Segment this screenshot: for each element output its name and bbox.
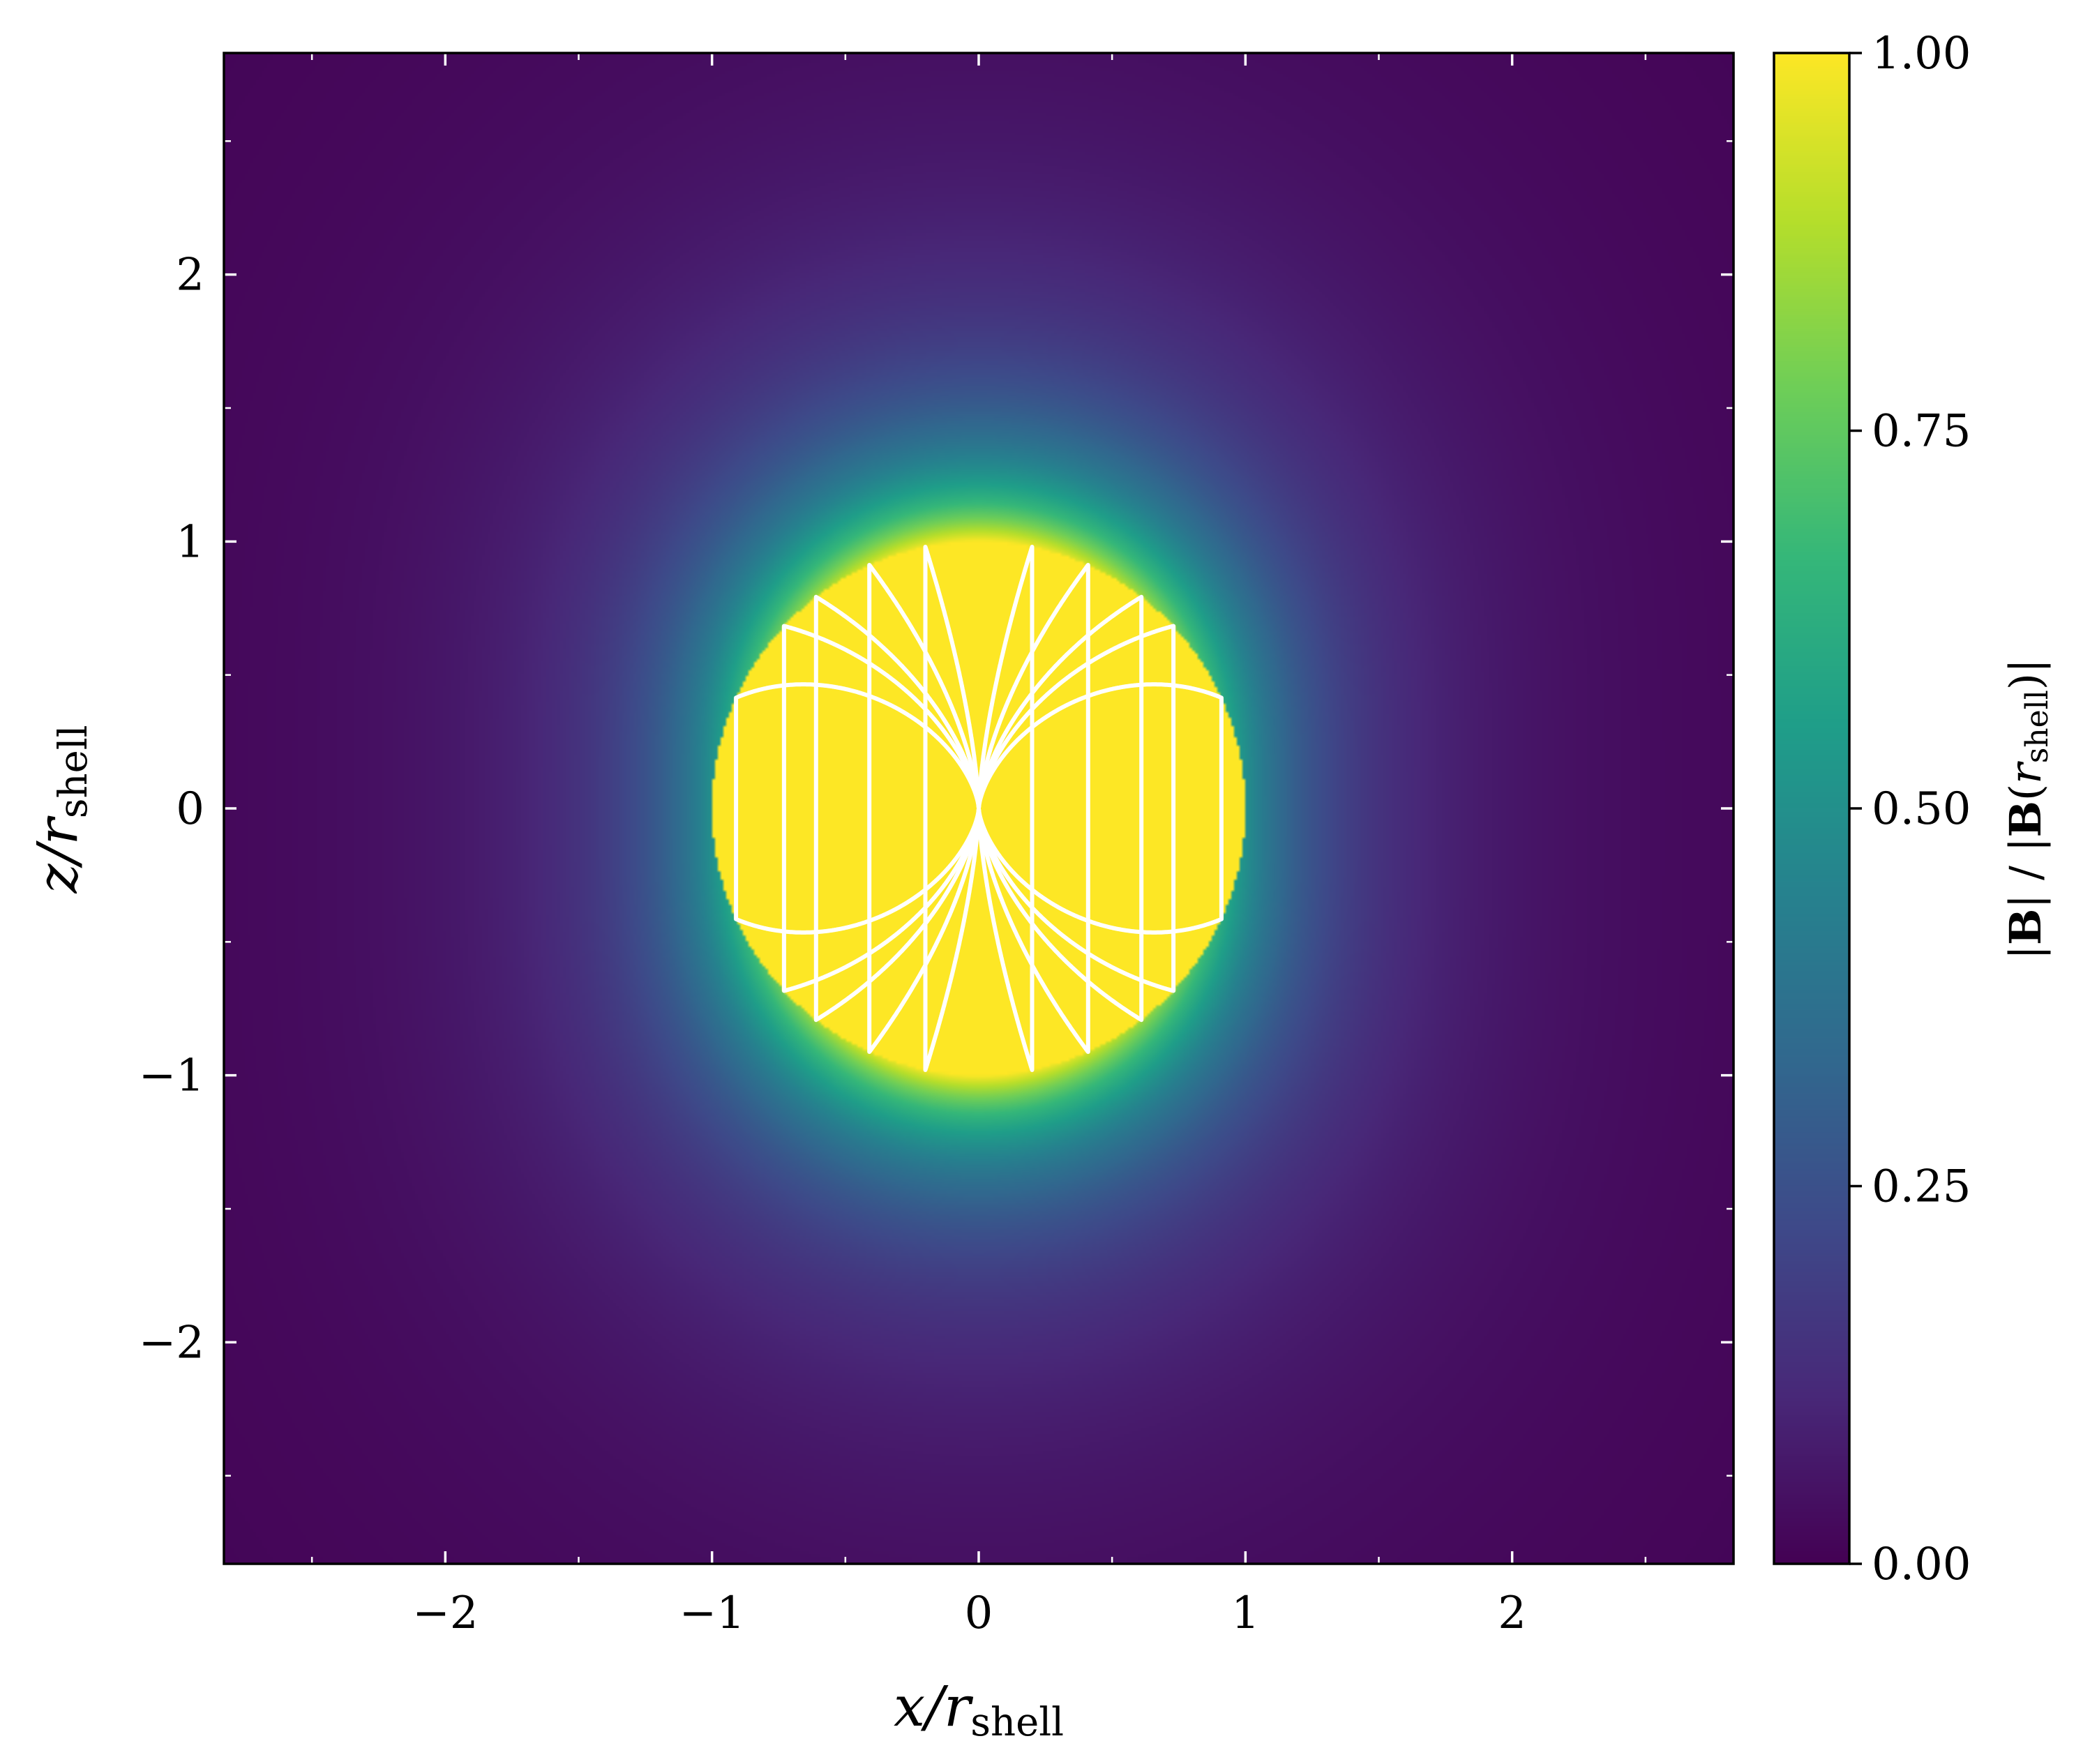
y-tick-labels: −2 −1 0 1 2 xyxy=(139,250,204,1369)
field-line xyxy=(977,682,1224,811)
field-line xyxy=(781,624,981,811)
field-line xyxy=(977,806,1224,935)
field-line xyxy=(734,682,981,811)
y-axis-label-base: z/r xyxy=(25,815,90,894)
colorbar-gradient xyxy=(1774,53,1849,1564)
y-tick-label: −2 xyxy=(139,1317,204,1369)
field-line xyxy=(813,594,981,811)
colorbar-label-part: | / | xyxy=(2000,838,2051,909)
colorbar-frame xyxy=(1773,52,1851,1565)
field-line xyxy=(734,806,981,935)
field-line xyxy=(813,806,981,1023)
x-tick-label: 2 xyxy=(1498,1588,1526,1639)
colorbar-label-part: shell xyxy=(2020,690,2055,763)
colorbar-label-part: B xyxy=(2000,909,2051,945)
y-axis-label-subscript: shell xyxy=(51,725,96,818)
field-line xyxy=(977,806,1144,1023)
field-lines xyxy=(734,545,1224,1072)
plot-frame xyxy=(223,52,1735,1565)
field-line xyxy=(977,806,1176,993)
x-axis-label-subscript: shell xyxy=(970,1700,1064,1745)
colorbar-label: |B| / |B(rshell)| xyxy=(2000,658,2055,960)
x-axis-label: x/rshell xyxy=(894,1674,1064,1745)
colorbar-label-part: )| xyxy=(2000,658,2051,690)
x-tick-labels: −2 −1 0 1 2 xyxy=(412,1588,1526,1639)
x-axis-label-base: x/r xyxy=(894,1674,974,1739)
colorbar-tick-labels: 0.00 0.25 0.50 0.75 1.00 xyxy=(1872,28,1971,1590)
x-tick-label: 1 xyxy=(1231,1588,1260,1639)
colorbar-label-part: | xyxy=(2000,945,2051,960)
colorbar-label-part: r xyxy=(2000,761,2051,784)
field-line xyxy=(977,624,1176,811)
y-tick-label: 1 xyxy=(176,516,204,568)
y-tick-label: −1 xyxy=(139,1050,204,1102)
x-tick-label: −1 xyxy=(679,1588,744,1639)
x-tick-label: 0 xyxy=(965,1588,993,1639)
colorbar-tick-label: 1.00 xyxy=(1872,28,1971,80)
axis-ticks xyxy=(224,52,1862,1565)
colorbar-tick-label: 0.25 xyxy=(1872,1161,1971,1213)
field-line xyxy=(977,594,1144,811)
colorbar-tick-label: 0.75 xyxy=(1872,406,1971,458)
colorbar-label-part: B xyxy=(2000,801,2051,837)
colorbar-tick-label: 0.50 xyxy=(1872,783,1971,835)
y-tick-label: 0 xyxy=(176,783,204,835)
y-tick-label: 2 xyxy=(176,250,204,301)
colorbar-tick-label: 0.00 xyxy=(1872,1539,1971,1590)
y-axis-label: z/rshell xyxy=(25,725,96,894)
colorbar-label-part: ( xyxy=(2000,784,2051,801)
field-line xyxy=(781,806,981,993)
x-tick-label: −2 xyxy=(412,1588,478,1639)
